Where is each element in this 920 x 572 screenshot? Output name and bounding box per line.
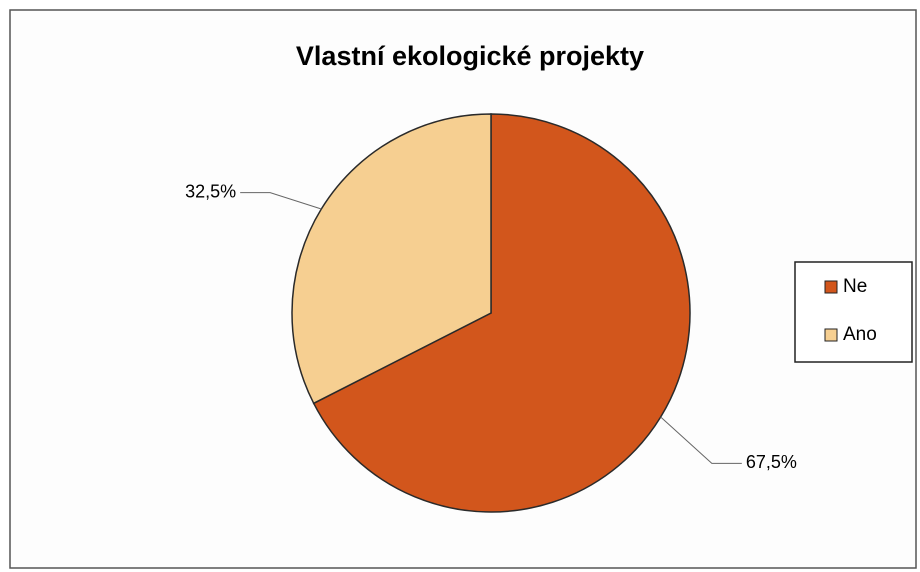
- legend-box: [794, 261, 913, 363]
- legend-label: Ano: [843, 324, 877, 345]
- leader-line: [240, 192, 322, 210]
- legend-label: Ne: [843, 276, 867, 297]
- pie-slice: [291, 113, 492, 405]
- legend-swatch: [824, 328, 838, 342]
- data-label: 67,5%: [746, 452, 797, 472]
- data-label: 32,5%: [185, 181, 236, 201]
- legend-swatch: [824, 280, 838, 294]
- leader-line: [660, 416, 742, 464]
- chart-title: Vlastní ekologické projekty: [296, 41, 644, 71]
